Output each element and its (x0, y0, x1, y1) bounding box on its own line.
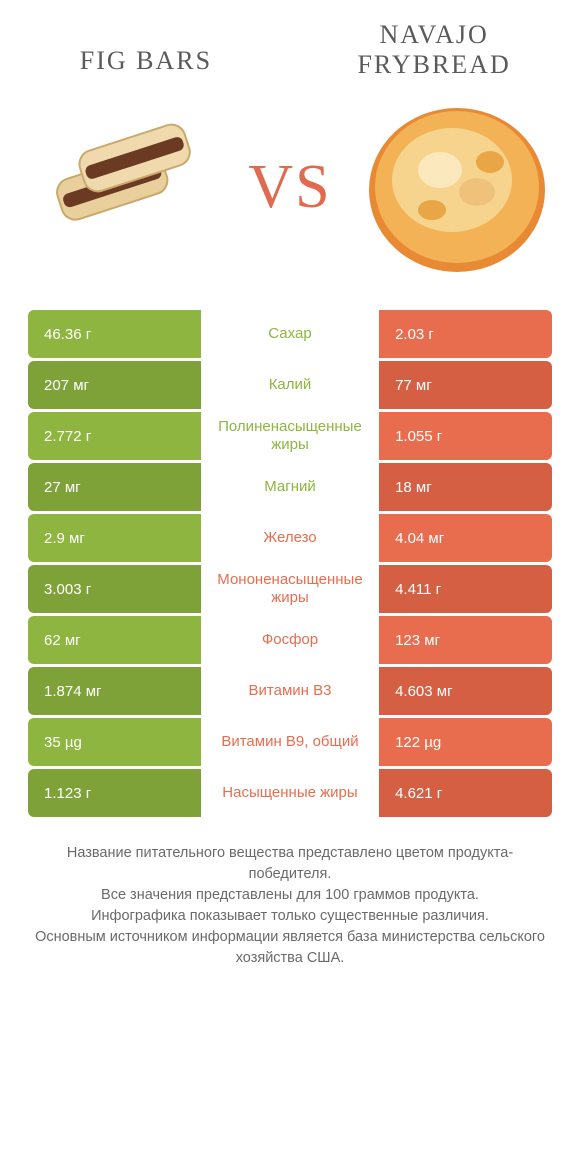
footer-line: Название питательного вещества представл… (32, 843, 548, 885)
nutrition-row: 27 мгМагний18 мг (28, 463, 552, 511)
right-value: 77 мг (379, 361, 552, 409)
nutrition-row: 46.36 гСахар2.03 г (28, 310, 552, 358)
nutrient-label: Полиненасыщенные жиры (201, 412, 379, 460)
left-value: 46.36 г (28, 310, 201, 358)
nutrition-row: 62 мгФосфор123 мг (28, 616, 552, 664)
footer-line: Инфографика показывает только существенн… (32, 906, 548, 927)
left-value: 35 µg (28, 718, 201, 766)
nutrient-label: Калий (201, 361, 379, 409)
left-value: 27 мг (28, 463, 201, 511)
nutrition-row: 1.123 гНасыщенные жиры4.621 г (28, 769, 552, 817)
right-value: 4.621 г (379, 769, 552, 817)
footer-notes: Название питательного вещества представл… (28, 843, 552, 969)
right-value: 122 µg (379, 718, 552, 766)
right-value: 4.411 г (379, 565, 552, 613)
nutrition-row: 2.772 гПолиненасыщенные жиры1.055 г (28, 412, 552, 460)
right-value: 2.03 г (379, 310, 552, 358)
nutrient-label: Витамин B9, общий (201, 718, 379, 766)
images-row: VS (28, 92, 552, 282)
left-value: 1.123 г (28, 769, 201, 817)
nutrition-row: 3.003 гМононенасыщенные жиры4.411 г (28, 565, 552, 613)
footer-line: Все значения представлены для 100 граммо… (32, 885, 548, 906)
right-value: 1.055 г (379, 412, 552, 460)
nutrition-row: 35 µgВитамин B9, общий122 µg (28, 718, 552, 766)
left-value: 3.003 г (28, 565, 201, 613)
right-food-title: NAVAJO FRYBREAD (316, 20, 552, 80)
right-value: 18 мг (379, 463, 552, 511)
nutrient-label: Мононенасыщенные жиры (201, 565, 379, 613)
right-value: 4.04 мг (379, 514, 552, 562)
nutrition-row: 2.9 мгЖелезо4.04 мг (28, 514, 552, 562)
left-value: 207 мг (28, 361, 201, 409)
left-value: 2.9 мг (28, 514, 201, 562)
footer-line: Основным источником информации является … (32, 927, 548, 969)
nutrient-label: Сахар (201, 310, 379, 358)
right-value: 123 мг (379, 616, 552, 664)
vs-label: VS (248, 152, 331, 223)
right-value: 4.603 мг (379, 667, 552, 715)
frybread-image (362, 92, 552, 282)
left-value: 1.874 мг (28, 667, 201, 715)
nutrient-label: Магний (201, 463, 379, 511)
nutrition-row: 1.874 мгВитамин B34.603 мг (28, 667, 552, 715)
nutrient-label: Фосфор (201, 616, 379, 664)
header-titles: FIG BARS NAVAJO FRYBREAD (28, 20, 552, 80)
nutrient-label: Железо (201, 514, 379, 562)
infographic-container: FIG BARS NAVAJO FRYBREAD VS (0, 0, 580, 979)
nutrition-table: 46.36 гСахар2.03 г207 мгКалий77 мг2.772 … (28, 310, 552, 817)
left-food-title: FIG BARS (28, 20, 264, 76)
left-value: 2.772 г (28, 412, 201, 460)
left-value: 62 мг (28, 616, 201, 664)
fig-bars-image (28, 92, 218, 282)
nutrient-label: Насыщенные жиры (201, 769, 379, 817)
nutrition-row: 207 мгКалий77 мг (28, 361, 552, 409)
nutrient-label: Витамин B3 (201, 667, 379, 715)
